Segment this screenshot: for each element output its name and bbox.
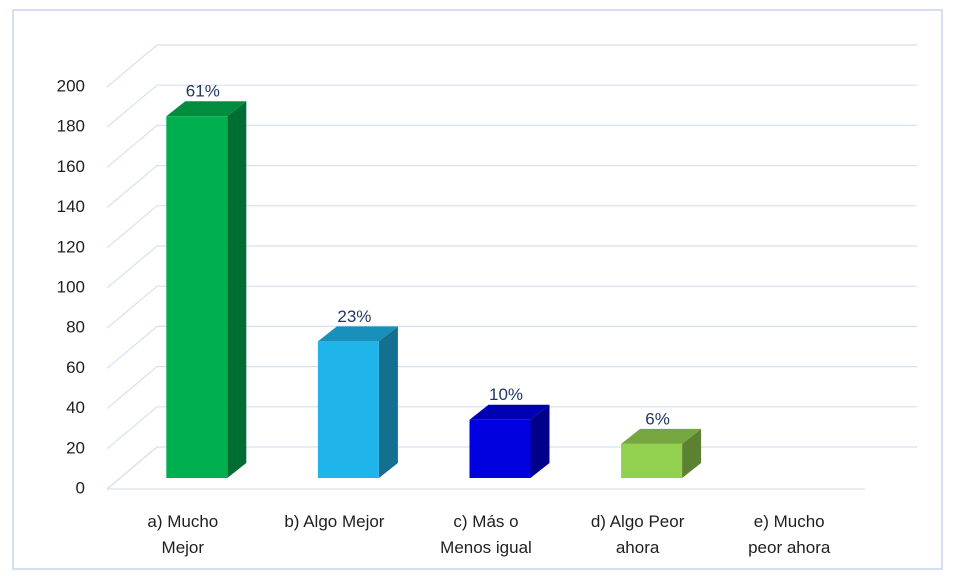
y-tick-label: 200 <box>57 76 85 95</box>
x-tick-line: peor ahora <box>748 538 831 557</box>
x-tick-line: d) Algo Peor <box>591 512 685 531</box>
x-tick-line: Mejor <box>162 538 205 557</box>
grid-line <box>106 124 917 168</box>
bar <box>621 428 702 478</box>
grid-line <box>106 325 917 369</box>
x-tick-line: e) Mucho <box>754 512 825 531</box>
value-label: 6% <box>645 409 670 428</box>
y-tick-label: 60 <box>66 358 85 377</box>
bar <box>317 326 398 478</box>
y-tick-label: 20 <box>66 438 85 457</box>
y-tick-label: 80 <box>66 318 85 337</box>
bar-top <box>469 404 550 420</box>
x-tick-label: e) Mucho peor ahora <box>748 512 831 557</box>
bar-side <box>530 404 550 478</box>
y-tick-label: 180 <box>57 117 85 136</box>
y-tick-label: 100 <box>57 277 85 296</box>
grid-line <box>106 165 917 209</box>
bar-top <box>621 428 702 444</box>
grid-line <box>106 205 917 249</box>
value-label: 10% <box>489 385 523 404</box>
grid-line <box>106 44 917 88</box>
x-tick-label: d) Algo Peor ahora <box>591 512 685 557</box>
bar-front <box>469 419 531 478</box>
value-label: 61% <box>186 82 220 101</box>
x-tick-line: c) Más o <box>453 512 518 531</box>
value-label: 23% <box>337 307 371 326</box>
grid-line <box>106 285 917 329</box>
y-tick-label: 40 <box>66 398 85 417</box>
bar-front <box>621 443 683 478</box>
x-tick-line: Menos igual <box>440 538 532 557</box>
y-tick-label: 0 <box>76 478 85 497</box>
x-tick-line: ahora <box>616 538 660 557</box>
grid-line <box>106 245 917 289</box>
bar <box>166 101 247 478</box>
x-tick-label: a) Mucho Mejor <box>147 512 218 557</box>
bar-top <box>317 326 398 342</box>
bar-side <box>227 101 247 478</box>
grid-line <box>106 84 917 128</box>
y-tick-label: 160 <box>57 157 85 176</box>
y-tick-label: 140 <box>57 197 85 216</box>
bar-front <box>317 341 379 478</box>
x-tick-label: b) Algo Mejor <box>284 512 384 531</box>
grid-line <box>106 406 917 450</box>
bar-side <box>682 428 702 478</box>
x-tick-label: c) Más o Menos igual <box>440 512 532 557</box>
grid-line <box>106 366 917 410</box>
bar-top <box>166 101 247 117</box>
x-tick-line: b) Algo Mejor <box>284 512 384 531</box>
bar-side <box>378 326 398 478</box>
bar-front <box>166 116 228 478</box>
bar <box>469 404 550 478</box>
x-tick-line: a) Mucho <box>147 512 218 531</box>
y-tick-label: 120 <box>57 237 85 256</box>
